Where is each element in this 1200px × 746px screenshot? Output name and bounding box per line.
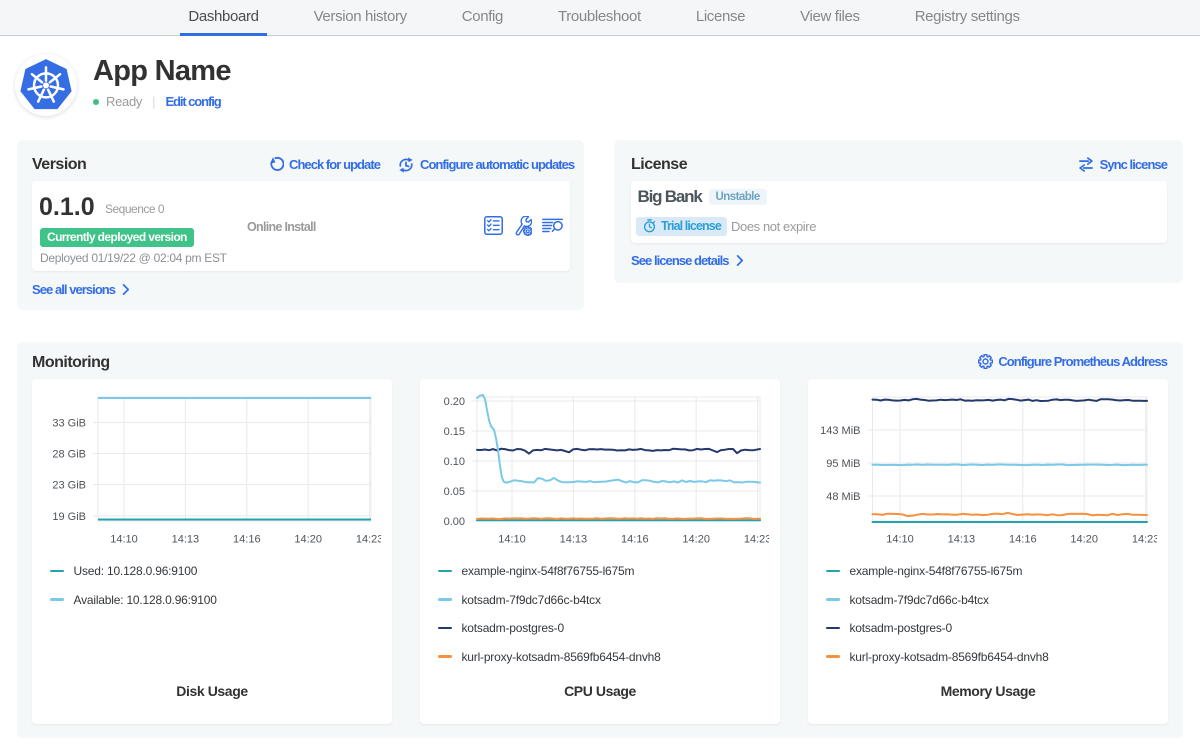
svg-text:14:13: 14:13 [948,534,976,546]
svg-text:0.00: 0.00 [444,516,465,528]
svg-text:14:20: 14:20 [682,534,710,546]
svg-text:0.20: 0.20 [444,396,465,408]
svg-text:19 GiB: 19 GiB [52,511,86,523]
svg-text:14:16: 14:16 [1009,534,1037,546]
svg-text:0.05: 0.05 [444,486,465,498]
svg-text:95 MiB: 95 MiB [826,458,860,470]
svg-text:0.15: 0.15 [444,426,465,438]
svg-text:48 MiB: 48 MiB [826,491,860,503]
svg-text:14:23: 14:23 [1132,534,1157,546]
svg-text:28 GiB: 28 GiB [52,449,86,461]
svg-text:33 GiB: 33 GiB [52,418,86,430]
svg-text:14:13: 14:13 [172,534,200,546]
svg-text:14:20: 14:20 [1070,534,1098,546]
svg-text:0.10: 0.10 [444,456,465,468]
svg-text:14:10: 14:10 [886,534,914,546]
svg-text:14:16: 14:16 [621,534,649,546]
svg-text:14:13: 14:13 [560,534,588,546]
svg-text:143 MiB: 143 MiB [820,425,860,437]
svg-text:14:16: 14:16 [233,534,261,546]
svg-text:14:10: 14:10 [110,534,138,546]
svg-text:23 GiB: 23 GiB [52,480,86,492]
svg-text:14:20: 14:20 [294,534,322,546]
svg-text:14:10: 14:10 [498,534,526,546]
svg-text:14:23: 14:23 [356,534,381,546]
svg-text:14:23: 14:23 [744,534,769,546]
